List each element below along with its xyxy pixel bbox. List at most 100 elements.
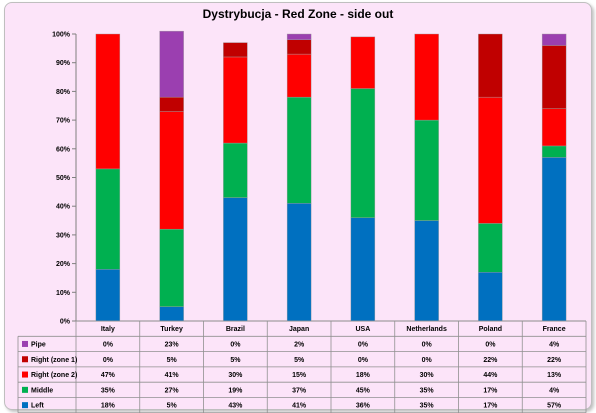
data-value-label: 0% bbox=[422, 341, 433, 348]
data-value-label: 41% bbox=[165, 372, 180, 379]
bar-segment bbox=[95, 269, 121, 322]
x-category-label: Japan bbox=[289, 326, 309, 333]
bar-segment bbox=[286, 33, 312, 40]
x-category-label: Poland bbox=[479, 326, 502, 333]
y-tick-label: 40% bbox=[56, 204, 71, 211]
data-value-label: 44% bbox=[483, 372, 498, 379]
data-value-label: 18% bbox=[101, 403, 116, 410]
bar-segment bbox=[478, 96, 503, 224]
legend-key bbox=[22, 371, 28, 378]
data-value-label: 35% bbox=[101, 387, 116, 394]
data-value-label: 17% bbox=[483, 387, 498, 394]
x-category-label: Brazil bbox=[226, 326, 245, 333]
bar-segment bbox=[286, 203, 312, 322]
data-value-label: 0% bbox=[103, 357, 114, 364]
data-value-label: 43% bbox=[228, 403, 243, 410]
data-value-label: 27% bbox=[165, 387, 180, 394]
data-value-label: 0% bbox=[422, 357, 433, 364]
bar-segment bbox=[541, 45, 567, 109]
data-value-label: 23% bbox=[165, 341, 180, 348]
data-value-label: 13% bbox=[547, 372, 562, 379]
data-value-label: 4% bbox=[549, 341, 560, 348]
data-value-label: 5% bbox=[230, 357, 241, 364]
data-value-label: 37% bbox=[292, 387, 307, 394]
bar-segment bbox=[286, 53, 312, 98]
legend-label: Middle bbox=[31, 387, 53, 394]
bar-segment bbox=[159, 111, 184, 230]
bar-segment bbox=[414, 33, 439, 121]
bar-segment bbox=[541, 108, 567, 147]
legend-label: Left bbox=[31, 403, 45, 410]
data-value-label: 18% bbox=[356, 372, 371, 379]
bar-segment bbox=[95, 33, 121, 170]
bar-segment bbox=[414, 220, 439, 322]
data-value-label: 57% bbox=[547, 403, 562, 410]
data-value-label: 17% bbox=[483, 403, 498, 410]
x-category-label: Netherlands bbox=[406, 326, 447, 333]
bar-segment bbox=[541, 33, 567, 46]
legend-key bbox=[22, 340, 28, 347]
bar-segment bbox=[541, 145, 567, 158]
bar-segment bbox=[223, 197, 248, 322]
y-tick-label: 20% bbox=[56, 261, 71, 268]
bar-segment bbox=[159, 30, 184, 98]
y-tick-label: 50% bbox=[56, 175, 71, 182]
bar-segment bbox=[541, 157, 567, 322]
bar-segment bbox=[414, 119, 439, 221]
bar-segment bbox=[159, 306, 184, 322]
x-category-label: Italy bbox=[101, 326, 115, 333]
x-category-label: France bbox=[543, 326, 566, 333]
data-value-label: 30% bbox=[228, 372, 243, 379]
legend-label: Right (zone 1) bbox=[31, 357, 77, 364]
data-value-label: 4% bbox=[549, 387, 560, 394]
bar-segment bbox=[478, 223, 503, 273]
data-value-label: 15% bbox=[292, 372, 307, 379]
chart-title: Dystrybucja - Red Zone - side out bbox=[202, 7, 394, 21]
bar-segment bbox=[286, 96, 312, 204]
bar-segment bbox=[223, 142, 248, 198]
x-category-label: USA bbox=[355, 326, 370, 333]
data-value-label: 5% bbox=[167, 403, 178, 410]
bar-segment bbox=[159, 228, 184, 307]
y-tick-label: 0% bbox=[60, 319, 71, 326]
data-value-label: 5% bbox=[294, 357, 305, 364]
bar-segment bbox=[159, 96, 184, 112]
y-tick-label: 80% bbox=[56, 89, 71, 96]
data-value-label: 22% bbox=[483, 357, 498, 364]
data-value-label: 0% bbox=[358, 341, 369, 348]
bar-segment bbox=[350, 88, 376, 218]
data-value-label: 30% bbox=[420, 372, 435, 379]
bar-segment bbox=[95, 168, 121, 270]
y-tick-label: 90% bbox=[56, 60, 71, 67]
legend-label: Right (zone 2) bbox=[31, 372, 77, 379]
bar-segment bbox=[223, 56, 248, 144]
bar-segment bbox=[350, 217, 376, 322]
data-value-label: 0% bbox=[103, 341, 114, 348]
legend-key bbox=[22, 386, 28, 393]
bar-segment bbox=[286, 39, 312, 55]
legend-label: Pipe bbox=[31, 341, 46, 348]
data-value-label: 45% bbox=[356, 387, 371, 394]
data-value-label: 0% bbox=[485, 341, 496, 348]
y-tick-label: 60% bbox=[56, 146, 71, 153]
data-value-label: 5% bbox=[167, 357, 178, 364]
bar-segment bbox=[478, 272, 503, 322]
y-tick-label: 30% bbox=[56, 232, 71, 239]
data-value-label: 0% bbox=[358, 357, 369, 364]
bar-segment bbox=[223, 42, 248, 58]
legend-key bbox=[22, 356, 28, 363]
y-tick-label: 100% bbox=[52, 32, 71, 39]
y-tick-label: 10% bbox=[56, 290, 71, 297]
legend-key bbox=[22, 402, 28, 409]
data-value-label: 0% bbox=[230, 341, 241, 348]
data-value-label: 19% bbox=[228, 387, 243, 394]
data-value-label: 47% bbox=[101, 372, 116, 379]
data-value-label: 35% bbox=[420, 403, 435, 410]
bar-segment bbox=[350, 36, 376, 89]
data-value-label: 35% bbox=[420, 387, 435, 394]
x-category-label: Turkey bbox=[160, 326, 183, 333]
y-tick-label: 70% bbox=[56, 118, 71, 125]
data-value-label: 22% bbox=[547, 357, 562, 364]
bar-segment bbox=[478, 33, 503, 98]
